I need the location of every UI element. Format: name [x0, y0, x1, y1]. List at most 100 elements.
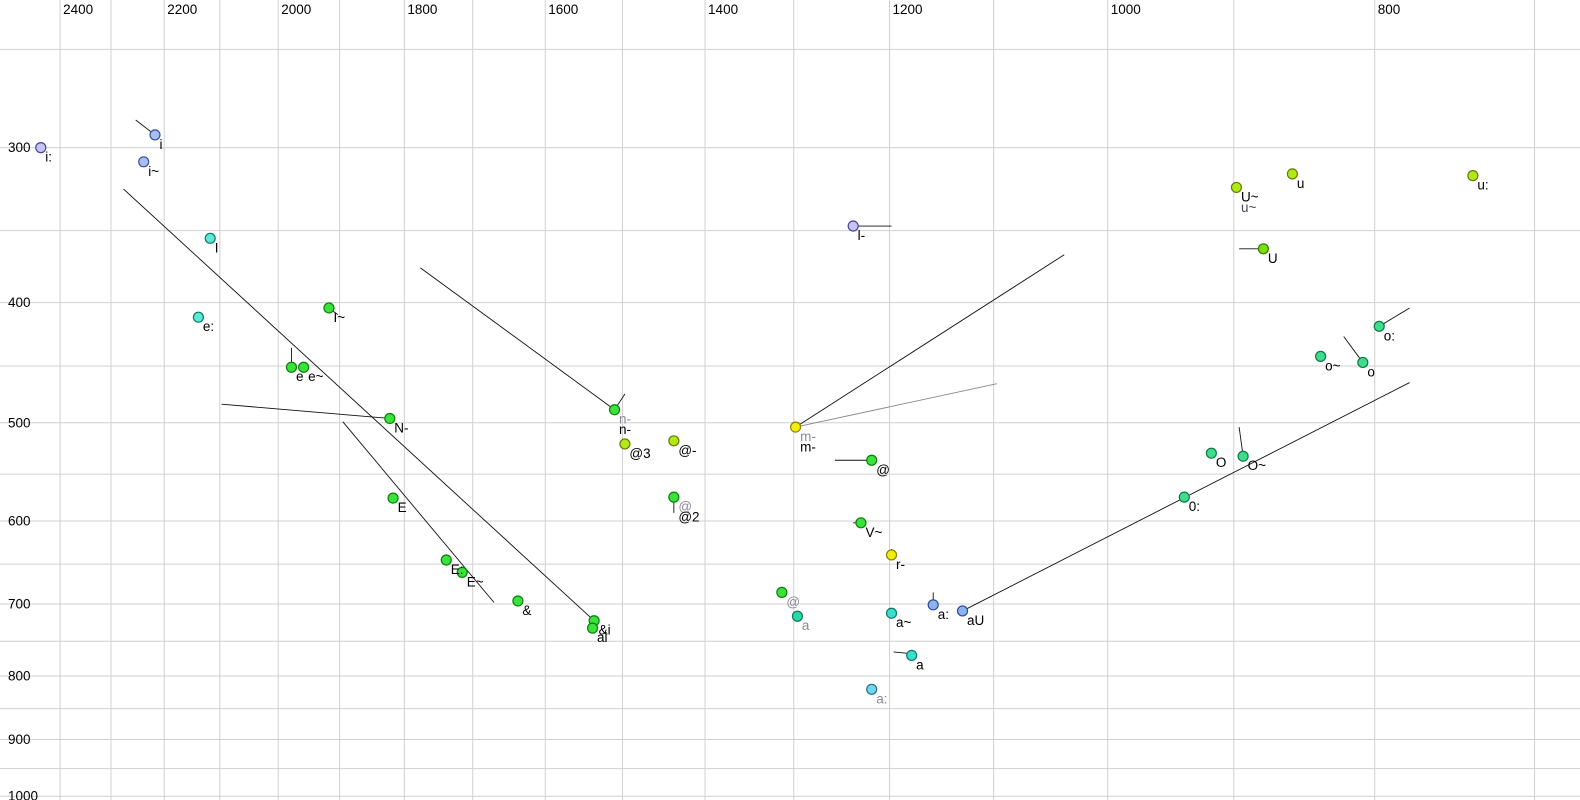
data-point-e — [285, 361, 298, 373]
point-label-E~: E~ — [467, 574, 484, 589]
data-point-i: — [35, 142, 47, 154]
point-label-U: U — [1268, 251, 1278, 266]
data-point-i — [149, 129, 161, 141]
data-point-I — [204, 232, 216, 244]
point-label-@-: @- — [678, 443, 696, 458]
point-label2-n-: n- — [619, 422, 631, 437]
point-label-e: e — [296, 369, 304, 384]
data-point-E — [387, 492, 399, 504]
point-label-i:: i: — [45, 150, 52, 165]
x-axis-tick-label: 1400 — [708, 2, 738, 17]
point-label-a:: a: — [938, 607, 949, 622]
point-label-V~: V~ — [865, 525, 882, 540]
point-label-&i: &i — [599, 623, 611, 638]
data-point-E~ — [456, 566, 468, 578]
point-label-i: i — [159, 137, 162, 152]
point-label-e:: e: — [203, 319, 214, 334]
point-label-o~: o~ — [1325, 358, 1341, 373]
x-axis-tick-label: 1000 — [1111, 2, 1141, 17]
data-point-o~ — [1315, 350, 1327, 362]
point-label-U~: U~ — [1241, 189, 1259, 204]
data-point-r- — [885, 549, 898, 561]
segment-m-trajectory — [795, 254, 1065, 428]
data-point-N- — [384, 412, 396, 425]
segment-n-trajectory — [420, 267, 615, 411]
data-point-0: — [1178, 491, 1190, 503]
point-label-aU: aU — [967, 613, 984, 628]
point-label-@: @ — [678, 499, 692, 514]
point-label-n-: n- — [619, 412, 631, 427]
point-label-l-: l- — [858, 228, 866, 243]
y-axis-tick-label: 900 — [8, 732, 31, 747]
data-point-a: — [927, 599, 939, 611]
point-label-ai: ai — [597, 630, 608, 645]
data-point-a~ — [885, 607, 898, 619]
point-label-E: E — [398, 500, 407, 515]
point-label-@3: @3 — [629, 446, 650, 461]
x-axis-tick-label: 2200 — [167, 2, 197, 17]
data-point-a — [791, 610, 804, 622]
point-label-o: o — [1367, 364, 1375, 379]
y-axis-tick-label: 400 — [8, 295, 31, 310]
x-axis-tick-label: 2400 — [63, 2, 93, 17]
data-point-i~ — [138, 156, 150, 168]
segment-a-tick — [893, 651, 908, 654]
data-point-O — [1205, 447, 1217, 459]
data-point-ai — [586, 622, 599, 634]
y-axis-tick-label: 800 — [8, 668, 31, 683]
segment-ai-trajectory — [123, 188, 595, 622]
data-point-m- — [789, 421, 802, 433]
point-label2-m-: m- — [800, 440, 816, 455]
data-point-@ — [866, 454, 878, 466]
data-point-a — [906, 649, 918, 662]
segment-m-trajectory-gray — [795, 383, 998, 428]
data-point-E: — [440, 554, 452, 566]
segment-E-trajectory — [342, 421, 495, 603]
point-label-a~: a~ — [896, 615, 912, 630]
point-label-@: @ — [786, 594, 800, 609]
y-axis-tick-label: 600 — [8, 514, 31, 529]
x-axis-tick-label: 1600 — [548, 2, 578, 17]
point-label-0:: 0: — [1189, 499, 1200, 514]
data-point-n- — [608, 404, 621, 416]
segment-N-trajectory — [221, 403, 390, 419]
data-point-e~ — [298, 361, 310, 373]
data-point-aU — [956, 605, 969, 617]
point-label-i~: i~ — [148, 164, 159, 179]
data-point-l- — [847, 220, 859, 232]
data-point-U — [1257, 243, 1269, 255]
data-point-e: — [192, 311, 204, 323]
data-point-O~ — [1237, 450, 1249, 462]
y-axis-tick-label: 300 — [8, 140, 31, 155]
y-axis-tick-label: 700 — [8, 597, 31, 612]
y-axis-tick-label: 500 — [8, 415, 31, 430]
data-point-u — [1286, 168, 1298, 180]
point-label-r-: r- — [896, 557, 905, 572]
data-point-a: — [866, 683, 878, 695]
point-label-a: a — [916, 657, 924, 672]
x-axis-tick-label: 1200 — [893, 2, 923, 17]
data-point-u: — [1467, 170, 1479, 182]
point-label-u:: u: — [1477, 178, 1488, 193]
point-label-I: I — [215, 240, 219, 255]
data-point-& — [512, 595, 524, 607]
data-point-@ — [776, 586, 788, 598]
x-axis-tick-label: 800 — [1378, 2, 1401, 17]
point-label-a: a — [802, 618, 810, 633]
y-axis-tick-label: 1000 — [8, 789, 38, 800]
point-label-@: @ — [876, 462, 890, 477]
point-label-e~: e~ — [308, 369, 324, 384]
point-label-o:: o: — [1384, 328, 1395, 343]
point-label-a:: a: — [876, 691, 887, 706]
point-label-m-: m- — [800, 429, 816, 444]
data-point-@ — [668, 491, 680, 503]
data-point-o: — [1373, 320, 1385, 332]
data-point-I~ — [323, 302, 335, 314]
point-label-O~: O~ — [1248, 458, 1267, 473]
point-label-&: & — [522, 603, 531, 618]
segment-o:-tick — [1378, 307, 1410, 327]
data-point-U~ — [1230, 181, 1243, 194]
point-label-E:: E: — [451, 562, 464, 577]
